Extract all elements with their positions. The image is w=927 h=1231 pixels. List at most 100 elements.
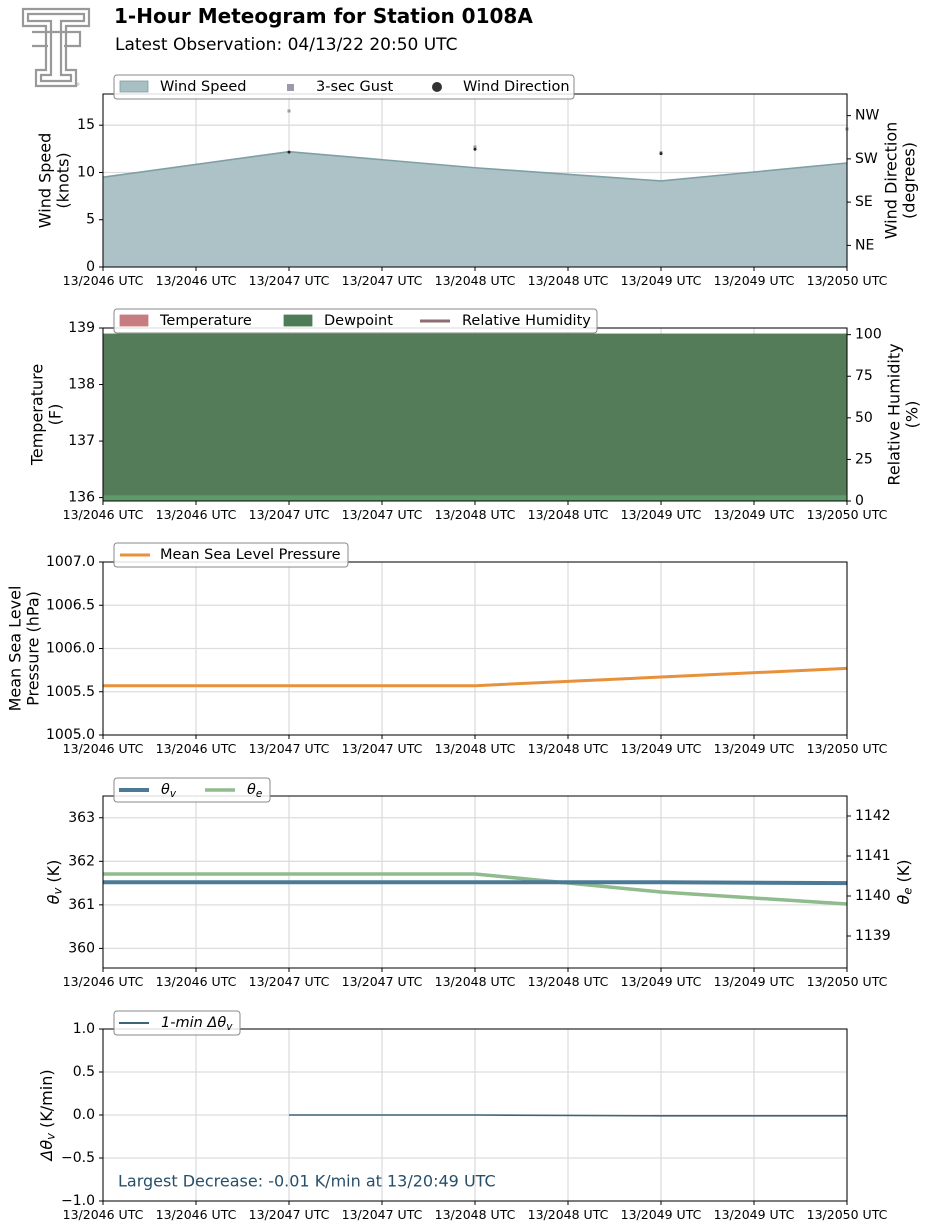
legend-label: 3-sec Gust	[316, 79, 393, 95]
y2-tick-label: NW	[855, 108, 879, 124]
x-tick-label: 13/2047 UTC	[342, 974, 423, 989]
x-tick-label: 13/2048 UTC	[528, 507, 609, 522]
y-tick-label: 1005.5	[46, 684, 95, 700]
y2-axis-label-line: θe (K)	[894, 860, 915, 905]
dtheta-line	[289, 1114, 847, 1117]
legend-label: Mean Sea Level Pressure	[160, 547, 341, 563]
y-axis-label-line: Pressure (hPa)	[24, 591, 43, 706]
legend-swatch	[119, 314, 149, 327]
page-subtitle: Latest Observation: 04/13/22 20:50 UTC	[115, 35, 458, 55]
y2-tick-label: 0	[855, 493, 864, 509]
x-tick-label: 13/2047 UTC	[249, 974, 330, 989]
y-tick-label: 10	[77, 164, 95, 180]
y2-tick-label: 1141	[855, 848, 891, 864]
y-tick-label: 362	[68, 853, 95, 869]
x-tick-label: 13/2046 UTC	[156, 741, 237, 756]
y2-tick-label: 1142	[855, 808, 891, 824]
x-tick-label: 13/2050 UTC	[807, 1207, 888, 1222]
legend-box	[113, 308, 598, 334]
y2-axis-label-line: Relative Humidity	[885, 343, 904, 485]
x-tick-label: 13/2046 UTC	[63, 507, 144, 522]
theta-v-line	[103, 880, 848, 886]
y-tick-label: 1005.0	[46, 727, 95, 743]
legend: Temperature Dewpoint Relative Humidity	[113, 308, 598, 334]
y-tick-label: −1.0	[61, 1193, 95, 1209]
y-axis-label-line: (knots)	[54, 152, 73, 208]
y2-tick-label: 1140	[855, 888, 891, 904]
y2-tick-label: NE	[855, 237, 874, 253]
largest-decrease-annotation: Largest Decrease: -0.01 K/min at 13/20:4…	[118, 1172, 496, 1191]
y-tick-label: 136	[68, 490, 95, 506]
x-tick-label: 13/2048 UTC	[528, 974, 609, 989]
y2-axis-label: θe (K)	[894, 860, 915, 905]
y-tick-label: 15	[77, 117, 95, 133]
y2-axis-label-line: (%)	[903, 401, 922, 429]
y-axis-label: Wind Speed (knots)	[36, 133, 73, 228]
x-tick-label: 13/2047 UTC	[342, 507, 423, 522]
page-title: 1-Hour Meteogram for Station 0108A	[114, 4, 533, 28]
y2-tick-label: 50	[855, 410, 873, 426]
x-tick-label: 13/2048 UTC	[435, 974, 516, 989]
legend: Mean Sea Level Pressure	[113, 542, 349, 568]
legend-label: Relative Humidity	[462, 313, 591, 329]
y2-axis-label: Relative Humidity (%)	[885, 343, 922, 485]
x-tick-label: 13/2049 UTC	[714, 1207, 795, 1222]
x-tick-label: 13/2047 UTC	[249, 1207, 330, 1222]
x-tick-label: 13/2049 UTC	[621, 1207, 702, 1222]
legend-label: θe	[247, 782, 262, 800]
y-tick-label: 137	[68, 433, 95, 449]
x-tick-label: 13/2047 UTC	[249, 507, 330, 522]
y-tick-label: 1006.5	[46, 597, 95, 613]
x-tick-label: 13/2047 UTC	[342, 741, 423, 756]
y-tick-label: 1006.0	[46, 641, 95, 657]
gust-point	[287, 109, 291, 113]
x-tick-label: 13/2047 UTC	[249, 741, 330, 756]
x-tick-label: 13/2046 UTC	[156, 507, 237, 522]
x-tick-label: 13/2050 UTC	[807, 741, 888, 756]
x-tick-label: 13/2050 UTC	[807, 507, 888, 522]
y2-axis-label-line: Wind Direction	[882, 122, 901, 240]
gust-point	[473, 145, 477, 149]
y2-tick-label: 75	[855, 368, 873, 384]
legend-swatch	[119, 80, 149, 93]
y-axis-label: Mean Sea Level Pressure (hPa)	[6, 586, 43, 712]
theta-e-line	[103, 872, 848, 906]
gridlines	[102, 796, 848, 968]
x-tick-label: 13/2046 UTC	[156, 1207, 237, 1222]
x-tick-label: 13/2046 UTC	[63, 974, 144, 989]
x-tick-label: 13/2046 UTC	[156, 974, 237, 989]
y-axis-label-line: Δθv (K/min)	[37, 1069, 58, 1162]
y2-tick-label: 25	[855, 451, 873, 467]
x-tick-label: 13/2050 UTC	[807, 273, 888, 288]
x-tick-label: 13/2048 UTC	[528, 741, 609, 756]
legend-swatch	[432, 82, 442, 92]
y-tick-label: 5	[86, 212, 95, 228]
y-axis-label-line: Temperature	[28, 364, 47, 466]
legend-label: θv	[161, 782, 177, 800]
legend: θv θe	[113, 777, 271, 803]
x-tick-label: 13/2048 UTC	[435, 507, 516, 522]
y2-tick-label: SW	[855, 151, 878, 167]
y2-tick-label: 1139	[855, 928, 891, 944]
legend-swatch	[287, 84, 294, 91]
x-tick-label: 13/2047 UTC	[249, 273, 330, 288]
y2-axis-label-line: (degrees)	[900, 142, 919, 219]
y2-tick-label: 100	[855, 327, 882, 343]
x-tick-label: 13/2047 UTC	[342, 273, 423, 288]
y-axis-label-line: θv (K)	[44, 860, 65, 905]
x-tick-label: 13/2049 UTC	[714, 741, 795, 756]
y-tick-label: −0.5	[61, 1150, 95, 1166]
y-axis-label: Temperature (F)	[28, 364, 65, 466]
legend-box	[113, 777, 271, 803]
legend: Wind Speed 3-sec Gust Wind Direction	[113, 74, 575, 100]
legend-box	[113, 74, 575, 100]
legend-box	[113, 542, 349, 568]
x-tick-label: 13/2048 UTC	[435, 273, 516, 288]
x-tick-label: 13/2048 UTC	[528, 273, 609, 288]
texas-tech-double-t-logo: ®	[21, 7, 91, 88]
x-tick-label: 13/2048 UTC	[435, 1207, 516, 1222]
x-tick-label: 13/2046 UTC	[63, 741, 144, 756]
legend-label: Temperature	[159, 313, 252, 329]
y-axis-label-line: (F)	[46, 404, 65, 426]
